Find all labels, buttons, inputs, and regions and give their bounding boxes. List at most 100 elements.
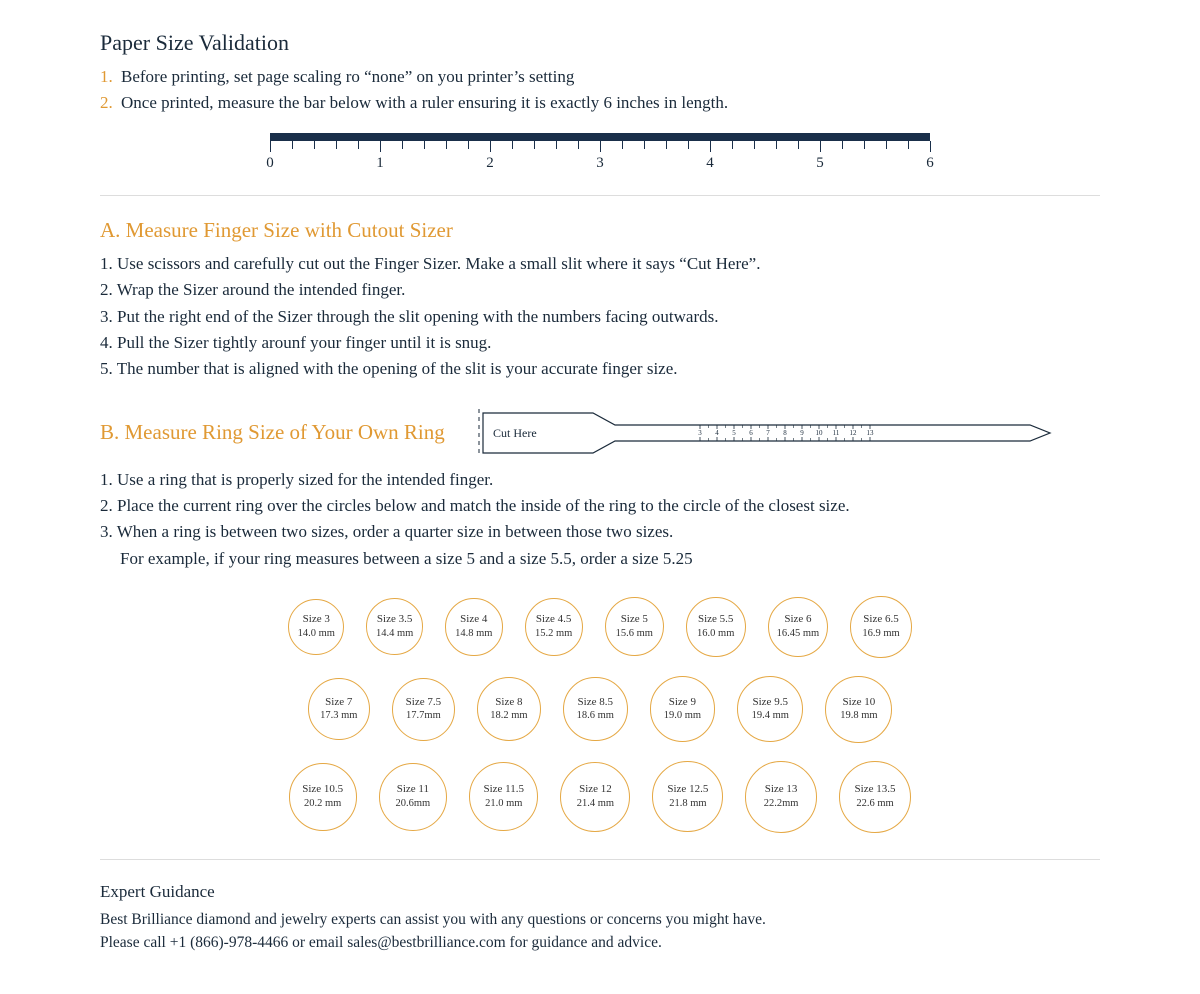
svg-text:8: 8 bbox=[783, 429, 787, 437]
ruler-tick-minor bbox=[402, 141, 403, 149]
svg-text:5: 5 bbox=[732, 429, 736, 437]
ring-size-circle: Size 414.8 mm bbox=[445, 598, 503, 656]
ruler-tick-minor bbox=[842, 141, 843, 149]
ruler-tick-minor bbox=[358, 141, 359, 149]
circle-row: Size 717.3 mm Size 7.517.7mm Size 818.2 mm… bbox=[308, 676, 893, 743]
divider bbox=[100, 859, 1100, 860]
circle-mm-label: 22.2mm bbox=[764, 797, 799, 811]
list-number: 1. bbox=[100, 67, 113, 86]
list-text: Before printing, set page scaling ro “no… bbox=[117, 67, 575, 86]
circle-mm-label: 22.6 mm bbox=[856, 797, 893, 811]
circle-size-label: Size 5 bbox=[621, 612, 648, 627]
circle-size-label: Size 12.5 bbox=[667, 782, 708, 797]
section-a-steps: 1. Use scissors and carefully cut out th… bbox=[100, 251, 1100, 383]
section-b-steps: 1. Use a ring that is properly sized for… bbox=[100, 467, 1100, 572]
circle-size-label: Size 7 bbox=[325, 695, 352, 710]
circle-row: Size 314.0 mmSize 3.514.4 mmSize 414.8 m… bbox=[288, 596, 912, 658]
section-a-step: 1. Use scissors and carefully cut out th… bbox=[100, 251, 1100, 277]
ring-size-circle: Size 1120.6mm bbox=[379, 763, 448, 832]
divider bbox=[100, 195, 1100, 196]
ruler-label: 0 bbox=[266, 155, 274, 172]
ruler-tick-major bbox=[820, 141, 821, 152]
circle-mm-label: 15.2 mm bbox=[535, 627, 572, 641]
circle-size-label: Size 5.5 bbox=[698, 612, 733, 627]
circle-size-label: Size 11 bbox=[397, 782, 429, 797]
ring-size-circles: Size 314.0 mmSize 3.514.4 mmSize 414.8 m… bbox=[100, 596, 1100, 833]
circle-size-label: Size 3 bbox=[303, 612, 330, 627]
footer-line2: Please call +1 (866)-978-4466 or email s… bbox=[100, 931, 1100, 954]
ruler-tick-minor bbox=[292, 141, 293, 149]
circle-size-label: Size 7.5 bbox=[406, 695, 441, 710]
ruler-tick-minor bbox=[622, 141, 623, 149]
ring-size-circle: Size 11.521.0 mm bbox=[469, 762, 538, 831]
circle-mm-label: 19.0 mm bbox=[664, 709, 701, 723]
circle-mm-label: 17.3 mm bbox=[320, 709, 357, 723]
circle-size-label: Size 13.5 bbox=[855, 782, 896, 797]
svg-text:7: 7 bbox=[766, 429, 770, 437]
ruler-tick-major bbox=[710, 141, 711, 152]
ring-size-circle: Size 10.520.2 mm bbox=[289, 763, 357, 831]
ruler-tick-minor bbox=[556, 141, 557, 149]
ruler-tick-major bbox=[600, 141, 601, 152]
ruler-tick-minor bbox=[864, 141, 865, 149]
footer-section: Expert Guidance Best Brilliance diamond … bbox=[100, 882, 1100, 955]
section-b-step: 3. When a ring is between two sizes, ord… bbox=[100, 519, 1100, 545]
circle-size-label: Size 3.5 bbox=[377, 612, 412, 627]
svg-text:Cut Here: Cut Here bbox=[493, 426, 537, 440]
ruler-label: 5 bbox=[816, 155, 824, 172]
circle-size-label: Size 8 bbox=[495, 695, 522, 710]
circle-size-label: Size 4 bbox=[460, 612, 487, 627]
ring-size-circle: Size 1221.4 mm bbox=[560, 762, 630, 832]
ring-size-circle: Size 7.517.7mm bbox=[392, 678, 455, 741]
validation-title: Paper Size Validation bbox=[100, 30, 1100, 56]
circle-row: Size 10.520.2 mm Size 1120.6mm Size 11.521… bbox=[289, 761, 911, 833]
section-a-step: 3. Put the right end of the Sizer throug… bbox=[100, 304, 1100, 330]
circle-size-label: Size 6.5 bbox=[863, 612, 898, 627]
section-b-header-row: B. Measure Ring Size of Your Own Ring Cu… bbox=[100, 405, 1100, 461]
ruler-tick-minor bbox=[578, 141, 579, 149]
ruler-tick-minor bbox=[446, 141, 447, 149]
ruler-tick-minor bbox=[754, 141, 755, 149]
ruler-tick-minor bbox=[468, 141, 469, 149]
ruler-label: 2 bbox=[486, 155, 494, 172]
svg-text:12: 12 bbox=[849, 429, 857, 437]
ruler-label: 1 bbox=[376, 155, 384, 172]
cutout-sizer-diagram: Cut Here345678910111213 bbox=[475, 405, 1055, 461]
validation-item: 1. Before printing, set page scaling ro … bbox=[100, 64, 1100, 90]
ruler-tick-major bbox=[490, 141, 491, 152]
svg-text:9: 9 bbox=[800, 429, 804, 437]
ruler-tick-minor bbox=[776, 141, 777, 149]
ruler-bar bbox=[270, 133, 930, 141]
ring-size-circle: Size 717.3 mm bbox=[308, 678, 370, 740]
ruler-tick-minor bbox=[798, 141, 799, 149]
section-a-step: 5. The number that is aligned with the o… bbox=[100, 356, 1100, 382]
circle-mm-label: 18.2 mm bbox=[490, 709, 527, 723]
circle-size-label: Size 6 bbox=[784, 612, 811, 627]
footer-heading: Expert Guidance bbox=[100, 882, 1100, 902]
svg-text:11: 11 bbox=[832, 429, 839, 437]
ruler-tick-minor bbox=[314, 141, 315, 149]
circle-mm-label: 19.4 mm bbox=[752, 709, 789, 723]
ruler-tick-minor bbox=[886, 141, 887, 149]
circle-size-label: Size 8.5 bbox=[578, 695, 613, 710]
circle-mm-label: 16.45 mm bbox=[777, 627, 820, 641]
ruler-tick-major bbox=[380, 141, 381, 152]
circle-mm-label: 15.6 mm bbox=[616, 627, 653, 641]
ring-size-circle: Size 5.516.0 mm bbox=[686, 597, 746, 657]
circle-mm-label: 14.0 mm bbox=[298, 627, 335, 641]
ring-size-circle: Size 6.516.9 mm bbox=[850, 596, 912, 658]
ruler-tick-minor bbox=[512, 141, 513, 149]
circle-mm-label: 17.7mm bbox=[406, 709, 441, 723]
ring-size-circle: Size 13.522.6 mm bbox=[839, 761, 911, 833]
circle-mm-label: 21.4 mm bbox=[577, 797, 614, 811]
circle-size-label: Size 9 bbox=[669, 695, 696, 710]
section-a: A. Measure Finger Size with Cutout Sizer… bbox=[100, 218, 1100, 383]
ruler-tick-minor bbox=[688, 141, 689, 149]
circle-size-label: Size 9.5 bbox=[753, 695, 788, 710]
circle-size-label: Size 12 bbox=[579, 782, 612, 797]
svg-text:3: 3 bbox=[698, 429, 702, 437]
circle-size-label: Size 13 bbox=[765, 782, 798, 797]
ruler-tick-major bbox=[930, 141, 931, 152]
section-b-step: 2. Place the current ring over the circl… bbox=[100, 493, 1100, 519]
circle-mm-label: 14.8 mm bbox=[455, 627, 492, 641]
